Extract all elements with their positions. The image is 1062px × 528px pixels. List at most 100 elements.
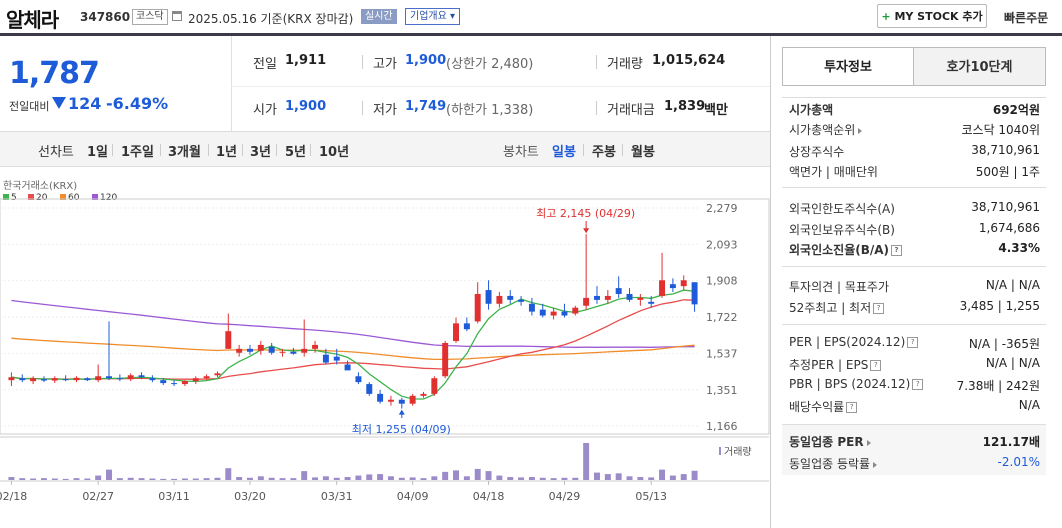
tab-1year[interactable]: 1년 [216, 145, 238, 160]
volume-bar [659, 469, 666, 480]
info-icon[interactable]: ? [891, 245, 903, 256]
right-section-divider [782, 97, 1046, 98]
candle-body [496, 295, 503, 304]
chart-tab-bar [0, 132, 770, 167]
chevron-right-icon [873, 461, 878, 468]
tab-separator [208, 144, 209, 156]
chart-grid: 2,279 2,093 1,908 1,722 1,537 1,351 1,166 [0, 198, 770, 435]
candle-body [8, 377, 15, 381]
candle-series [8, 234, 698, 409]
candle-body [583, 297, 590, 306]
info-icon[interactable]: ? [870, 360, 882, 371]
ma120-line [11, 299, 695, 348]
volume-label: 거래량 [607, 57, 643, 72]
candle-body [604, 295, 611, 300]
volume-bar [431, 476, 438, 480]
info-separator [362, 101, 363, 115]
volume-bar [420, 478, 427, 480]
open-label: 시가 [253, 103, 277, 118]
price-box [0, 36, 232, 132]
market-cap-rank-row[interactable]: 시가총액순위 [789, 121, 863, 138]
current-price: 1,787 [9, 56, 100, 91]
candle-body [691, 282, 698, 305]
legend-label: 20 [36, 193, 48, 203]
x-tick-label: 04/09 [397, 490, 429, 503]
market-cap-value: 692억원 [992, 103, 1040, 117]
candle-body [626, 293, 633, 300]
legend-swatch [60, 194, 66, 200]
candle-body [561, 311, 568, 316]
volume-bar [225, 468, 232, 480]
info-icon[interactable]: ? [846, 402, 858, 413]
tab-1day[interactable]: 1일 [87, 145, 109, 160]
company-overview-button[interactable]: 기업개요 ▾ [405, 8, 460, 25]
low-label: 저가 [373, 103, 397, 118]
tab-10year[interactable]: 10년 [319, 145, 350, 160]
y-tick-label: 2,279 [706, 202, 738, 215]
stock-candle-chart: 한국거래소(KRX) 5 20 60 120 2,279 2,093 1,908 1,722… [0, 180, 770, 503]
volume-bar [301, 471, 308, 480]
market-cap-rank-label: 시가총액순위 [789, 123, 856, 137]
right-tab-underline [782, 85, 1046, 86]
info-icon[interactable]: ? [907, 337, 919, 348]
est-per-label: 추정PER | EPS [789, 358, 869, 372]
tab-3year[interactable]: 3년 [250, 145, 272, 160]
tab-monthly-candle[interactable]: 월봉 [631, 145, 655, 160]
max-arrow-head [583, 228, 590, 234]
info-icon[interactable]: ? [912, 379, 924, 390]
tab-invest-info[interactable]: 투자정보 [782, 47, 914, 86]
info-icon[interactable]: ? [873, 303, 885, 314]
tab-separator [276, 144, 277, 156]
tab-separator [622, 144, 623, 156]
industry-per-row[interactable]: 동일업종 PER [789, 433, 871, 450]
candle-body [344, 364, 351, 371]
volume-bar [84, 478, 91, 480]
tab-3month[interactable]: 3개월 [168, 145, 201, 160]
add-my-stock-button[interactable]: + MY STOCK 추가 [877, 4, 987, 28]
candle-body [463, 323, 470, 330]
candle-body [659, 280, 666, 296]
tab-daily-candle[interactable]: 일봉 [552, 145, 576, 160]
candle-body [290, 351, 297, 354]
tab-5year[interactable]: 5년 [285, 145, 307, 160]
volume-bar [637, 477, 644, 480]
pbr-bps-label: PBR | BPS (2024.12) [789, 377, 911, 391]
candle-body [73, 377, 80, 381]
per-eps-label: PER | EPS(2024.12) [789, 335, 906, 349]
upper-limit: (상한가 2,480) [446, 57, 534, 72]
volume-bar [518, 477, 525, 480]
candle-body [615, 288, 622, 294]
candle-body [322, 354, 329, 363]
candle-body [116, 378, 123, 380]
volume-bar [615, 473, 622, 480]
legend-label: 120 [100, 193, 117, 203]
candle-body [40, 379, 47, 381]
industry-change-value: -2.01% [997, 455, 1040, 469]
industry-change-row[interactable]: 동일업종 등락률 [789, 455, 878, 472]
volume-value: 1,015,624 [652, 53, 726, 68]
calendar-icon [172, 11, 182, 21]
volume-bar [40, 478, 47, 480]
volume-bar [474, 468, 481, 480]
live-badge[interactable]: 실시간 [361, 9, 397, 24]
candle-body [398, 399, 405, 404]
industry-per-value: 121.17배 [982, 435, 1040, 449]
info-bottom-divider [0, 131, 770, 132]
candle-body [84, 378, 91, 381]
par-value-value: 500원 | 1주 [975, 165, 1040, 179]
tab-orderbook-10[interactable]: 호가10단계 [913, 47, 1046, 86]
per-eps-row: PER | EPS(2024.12)? [789, 335, 919, 349]
volume-bar [19, 478, 26, 480]
tab-separator [242, 144, 243, 156]
candle-body [30, 378, 37, 382]
market-badge: 코스닥 [132, 9, 168, 25]
volume-bar [550, 478, 557, 480]
tab-1week[interactable]: 1주일 [121, 145, 154, 160]
quick-order-link[interactable]: 빠른주문 [1004, 11, 1049, 25]
candle-body [181, 381, 188, 385]
volume-bar [442, 471, 449, 480]
volume-bar [398, 477, 405, 480]
chart-legend: 5 20 60 120 [3, 193, 117, 203]
per-eps-value: N/A | -365원 [968, 337, 1040, 351]
tab-weekly-candle[interactable]: 주봉 [592, 145, 616, 160]
